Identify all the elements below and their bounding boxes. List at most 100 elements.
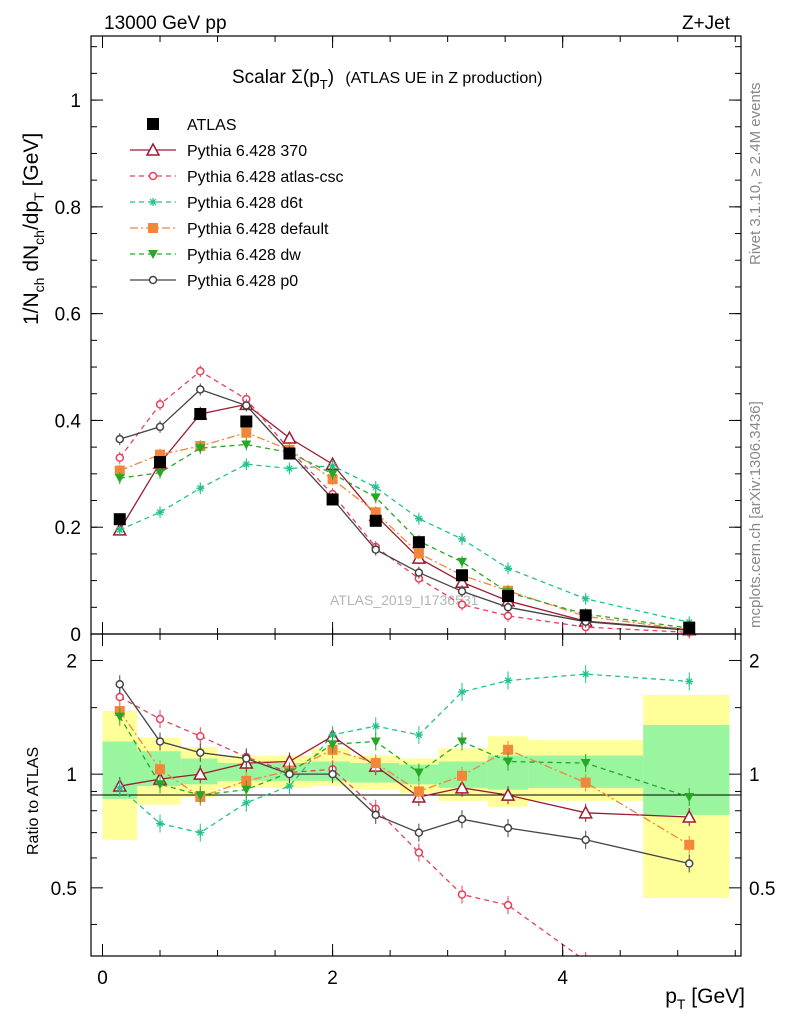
ratio-point <box>115 783 124 792</box>
ratio-point <box>582 958 589 965</box>
ratio-point <box>156 819 165 828</box>
series-line <box>119 403 690 631</box>
data-point <box>114 465 125 476</box>
ratio-point <box>196 828 205 837</box>
ratio-y-axis-label: Ratio to ATLAS <box>25 747 42 855</box>
ratio-point <box>196 748 205 757</box>
data-point <box>412 536 425 549</box>
data-point <box>241 440 252 450</box>
series-line <box>119 388 690 631</box>
x-tick-label: 0 <box>97 968 108 989</box>
data-point <box>194 408 207 421</box>
data-point <box>242 460 251 469</box>
ratio-point <box>327 740 338 750</box>
ratio-series-pythia-6-428-d6t <box>115 665 694 842</box>
data-point <box>456 569 469 582</box>
ratio-point <box>503 823 513 833</box>
analysis-watermark: ATLAS_2019_I1736531 <box>330 592 479 608</box>
series-line <box>119 443 690 629</box>
ratio-point <box>115 692 125 702</box>
ratio-point <box>454 780 470 794</box>
data-point <box>285 464 294 473</box>
ratio-point <box>684 839 695 850</box>
ratio-point <box>457 890 467 899</box>
ratio-point <box>413 768 424 778</box>
ratio-point <box>242 754 251 763</box>
data-point <box>503 611 513 621</box>
ratio-point <box>193 766 208 780</box>
legend-label: Pythia 6.428 default <box>187 221 329 238</box>
mcplots-source-label: mcplots.cern.ch [arXiv:1306.3436] <box>747 401 764 628</box>
ratio-point <box>285 782 294 791</box>
data-point <box>326 493 339 506</box>
y-tick-label: 0.2 <box>55 518 81 539</box>
header-energy-label: 13000 GeV pp <box>104 13 227 34</box>
data-point <box>458 534 467 543</box>
data-point <box>196 367 205 376</box>
ratio-point <box>580 777 591 788</box>
ratio-y-tick-label: 1 <box>66 765 77 786</box>
series-line <box>119 370 690 634</box>
data-point <box>242 401 251 410</box>
ratio-point <box>681 809 697 823</box>
y-tick-label: 0.6 <box>55 305 81 326</box>
legend-marker <box>148 275 158 285</box>
series-line <box>119 463 690 623</box>
y-tick-label: 0 <box>70 625 81 646</box>
data-point <box>683 621 696 634</box>
legend: ATLAS Pythia 6.428 370 Pythia 6.428 atlas-… <box>130 117 344 290</box>
ratio-line <box>119 735 690 818</box>
ratio-point <box>457 814 467 824</box>
ratio-line <box>119 683 690 865</box>
ratio-point <box>370 737 381 747</box>
ratio-point <box>503 744 514 755</box>
ratio-point <box>242 798 251 807</box>
ratio-point <box>155 764 166 775</box>
ratio-point <box>241 785 252 795</box>
x-tick-label: 2 <box>327 968 338 989</box>
data-point <box>579 609 592 622</box>
data-point <box>195 444 206 454</box>
legend-marker <box>149 198 157 206</box>
data-point <box>581 594 590 603</box>
data-point <box>371 483 380 492</box>
ratio-point <box>414 730 423 739</box>
ratio-point <box>413 786 424 797</box>
legend-item: Pythia 6.428 d6t <box>130 195 303 212</box>
legend-item: Pythia 6.428 atlas-csc <box>130 169 344 186</box>
legend-item: Pythia 6.428 default <box>130 221 329 238</box>
data-point <box>370 493 381 503</box>
ratio-y-tick-label-right: 0.5 <box>749 879 775 900</box>
ratio-point <box>196 731 205 741</box>
data-point <box>155 468 166 478</box>
data-point <box>370 507 381 518</box>
x-axis-label: pT [GeV] <box>665 985 745 1012</box>
uncertainty-band-green <box>349 763 400 783</box>
header-process-label: Z+Jet <box>682 13 731 34</box>
legend-marker <box>148 171 158 181</box>
data-point <box>369 514 382 527</box>
ratio-point <box>503 757 514 767</box>
data-point <box>115 525 124 534</box>
ratio-line <box>119 673 690 834</box>
legend-item: Pythia 6.428 dw <box>130 247 301 264</box>
ratio-point <box>581 670 590 679</box>
data-point <box>282 430 297 444</box>
legend-label: Pythia 6.428 d6t <box>187 195 303 212</box>
data-point <box>196 484 205 493</box>
data-point <box>327 469 338 479</box>
uncertainty-band-green <box>643 724 730 815</box>
ratio-point <box>684 792 695 802</box>
ratio-y-tick-label-right: 1 <box>749 765 760 786</box>
data-point <box>154 456 167 469</box>
ratio-plot-frame <box>90 633 742 957</box>
ratio-point <box>195 791 206 801</box>
legend-label: Pythia 6.428 370 <box>187 143 307 160</box>
data-point <box>115 434 125 444</box>
ratio-point <box>371 810 380 820</box>
legend-marker <box>148 250 158 259</box>
data-point <box>196 385 205 394</box>
data-point <box>328 461 337 470</box>
legend-label: Pythia 6.428 atlas-csc <box>187 169 344 186</box>
